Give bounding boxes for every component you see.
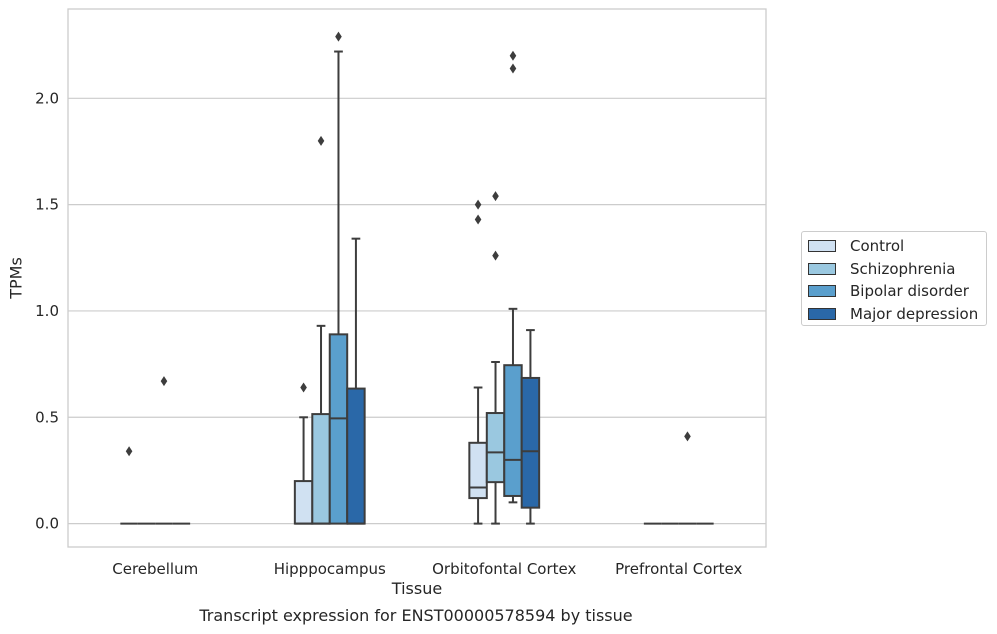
outlier-point xyxy=(300,382,307,393)
legend-item: Schizophrenia xyxy=(808,258,986,281)
legend-swatch-bipolar-disorder xyxy=(808,285,836,298)
box xyxy=(503,364,523,497)
legend-label: Major depression xyxy=(850,304,979,323)
x-axis-label: Tissue xyxy=(391,579,443,598)
y-tick-label: 1.0 xyxy=(35,302,59,320)
legend-item: Bipolar disorder xyxy=(808,280,986,303)
box xyxy=(468,441,488,500)
legend-label: Schizophrenia xyxy=(850,259,956,278)
legend: Control Schizophrenia Bipolar disorder M… xyxy=(801,231,987,326)
outlier-point xyxy=(492,250,499,261)
outlier-point xyxy=(509,63,517,74)
outlier-point xyxy=(317,135,325,146)
box xyxy=(311,413,331,525)
legend-item: Control xyxy=(808,235,986,258)
y-tick-label: 0.5 xyxy=(35,408,59,426)
box xyxy=(293,480,314,525)
outlier-point xyxy=(160,376,168,387)
outlier-point xyxy=(492,191,499,202)
outlier-point xyxy=(474,214,482,225)
legend-swatch-control xyxy=(808,240,836,253)
legend-label: Bipolar disorder xyxy=(850,282,969,301)
legend-swatch-major-depression xyxy=(808,307,836,320)
box xyxy=(485,412,506,484)
chart-caption: Transcript expression for ENST0000057859… xyxy=(199,606,633,625)
box xyxy=(328,333,349,525)
y-axis-label: TPMs xyxy=(6,257,26,299)
outlier-point xyxy=(125,446,133,457)
outlier-point xyxy=(474,199,482,210)
x-tick-label: Cerebellum xyxy=(112,560,198,578)
y-tick-label: 1.5 xyxy=(35,196,59,214)
outlier-point xyxy=(335,31,342,42)
box xyxy=(520,376,541,509)
y-tick-label: 0.0 xyxy=(35,515,59,533)
legend-item: Major depression xyxy=(808,303,986,326)
x-tick-label: Orbitofontal Cortex xyxy=(432,560,576,578)
x-tick-label: Hipppocampus xyxy=(274,560,386,578)
plot-frame xyxy=(67,8,767,548)
outlier-point xyxy=(684,431,691,442)
legend-swatch-schizophrenia xyxy=(808,262,836,275)
legend-label: Control xyxy=(850,237,905,256)
outlier-point xyxy=(509,50,517,61)
y-tick-label: 2.0 xyxy=(35,89,59,107)
box xyxy=(346,387,366,525)
x-tick-label: Prefrontal Cortex xyxy=(615,560,742,578)
